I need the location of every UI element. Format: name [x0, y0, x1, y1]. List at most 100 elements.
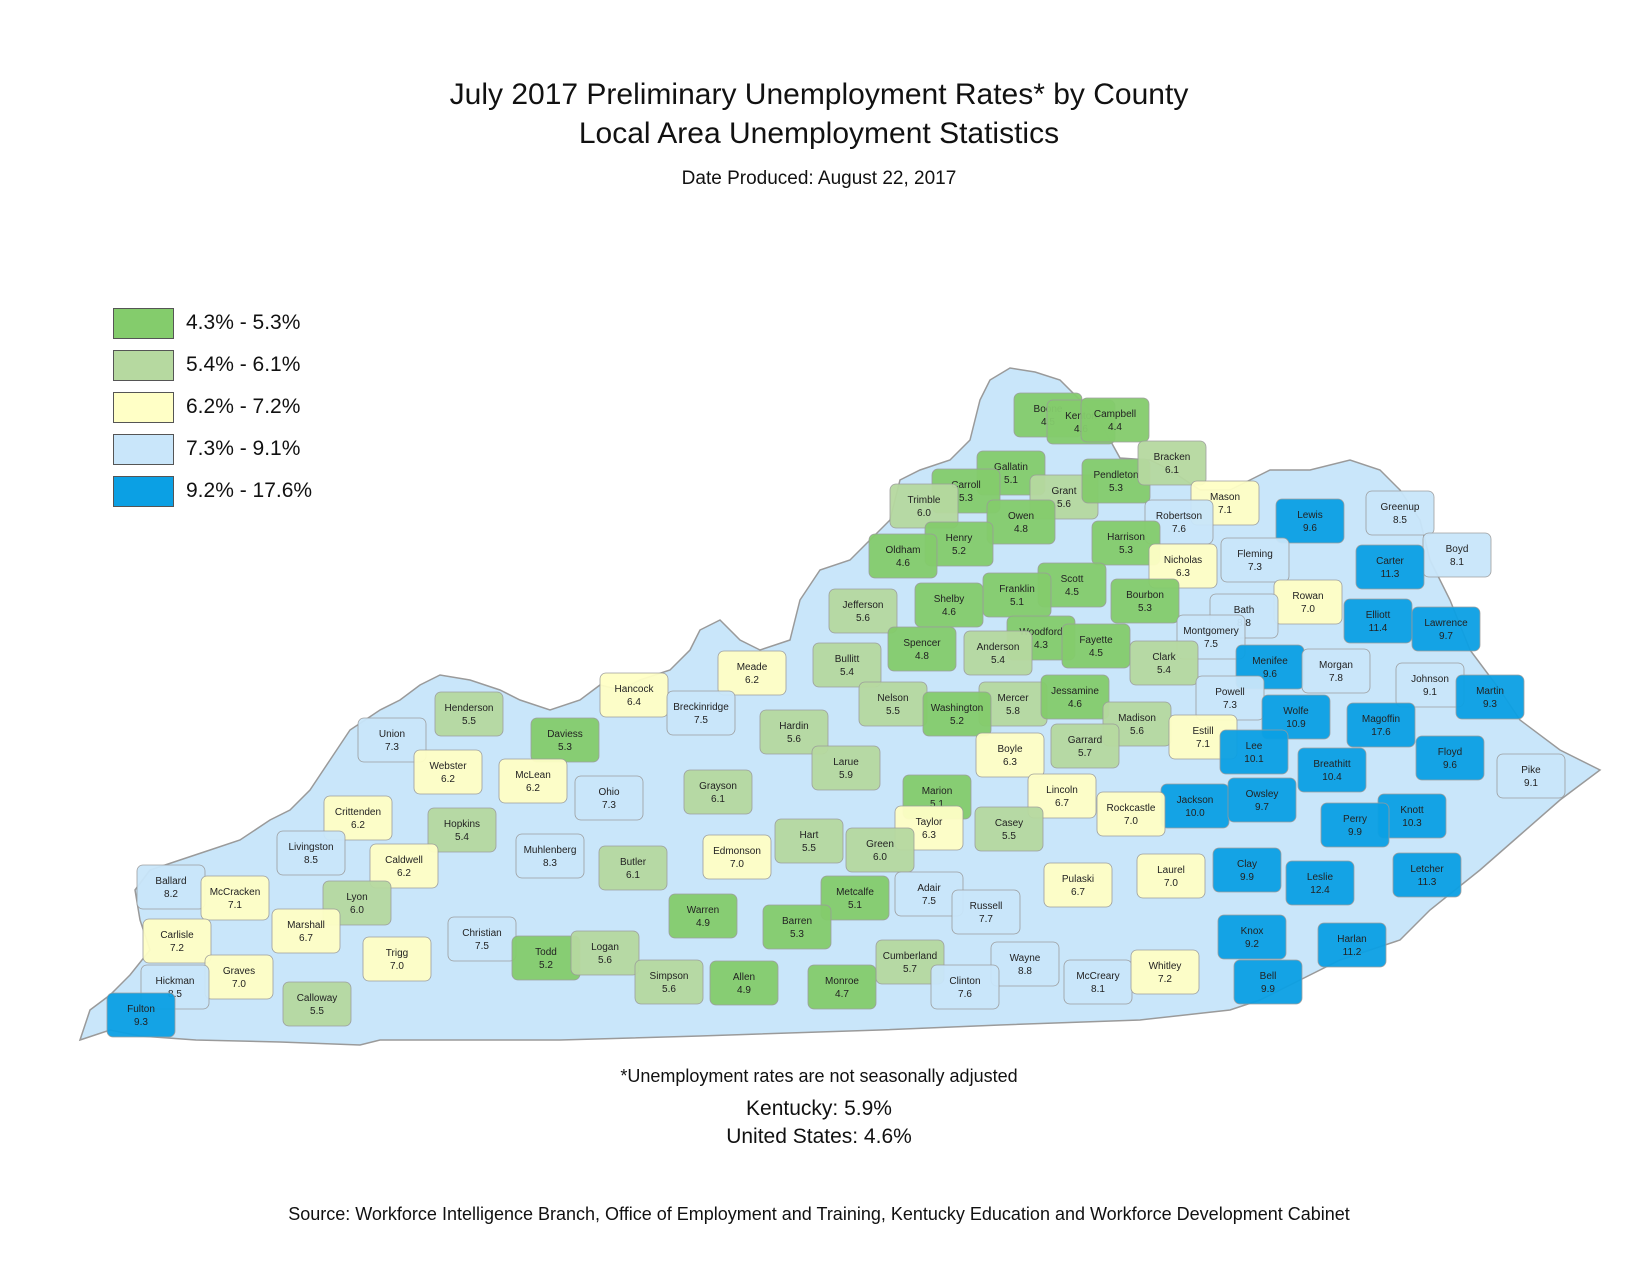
county-rate: 4.9 — [737, 985, 751, 996]
county-shape — [807, 964, 877, 1010]
county-rate: 4.9 — [696, 918, 710, 929]
county-shape — [1365, 490, 1435, 536]
county-larue: Larue 5.9 — [811, 745, 881, 791]
county-name: Daviess — [547, 729, 583, 740]
county-shape — [357, 717, 427, 763]
county-shape — [762, 904, 832, 950]
county-name: Owen — [1008, 511, 1034, 522]
county-rate: 7.0 — [1164, 878, 1178, 889]
county-rate: 7.0 — [390, 961, 404, 972]
county-name: Lewis — [1297, 510, 1323, 521]
county-name: Barren — [782, 916, 812, 927]
county-shape — [1233, 959, 1303, 1005]
county-clay: Clay 9.9 — [1212, 847, 1282, 893]
county-shape — [1137, 440, 1207, 486]
county-rate: 7.3 — [1223, 700, 1237, 711]
county-breathitt: Breathitt 10.4 — [1297, 747, 1367, 793]
county-rate: 11.3 — [1381, 569, 1400, 580]
county-rate: 5.9 — [839, 770, 853, 781]
county-name: Harlan — [1337, 934, 1366, 945]
county-name: Spencer — [903, 638, 941, 649]
county-name: Breckinridge — [673, 702, 729, 713]
county-breckinridge: Breckinridge 7.5 — [666, 690, 736, 736]
county-name: Todd — [535, 947, 557, 958]
county-name: Hickman — [156, 976, 195, 987]
county-rate: 6.3 — [922, 830, 936, 841]
county-name: Pendleton — [1093, 470, 1138, 481]
county-rate: 8.5 — [168, 989, 182, 1000]
county-name: Elliott — [1366, 610, 1391, 621]
county-rate: 6.1 — [711, 794, 725, 805]
county-russell: Russell 7.7 — [951, 889, 1021, 935]
us-rate: United States: 4.6% — [726, 1125, 912, 1148]
county-shape — [599, 672, 669, 718]
county-name: Carroll — [951, 480, 980, 491]
county-madison: Madison 5.6 — [1102, 701, 1172, 747]
legend-swatch — [113, 391, 174, 423]
county-casey: Casey 5.5 — [974, 806, 1044, 852]
county-rate: 5.4 — [840, 667, 854, 678]
county-washington: Washington 5.2 — [922, 691, 992, 737]
county-owsley: Owsley 9.7 — [1227, 777, 1297, 823]
footnote: *Unemployment rates are not seasonally a… — [620, 1066, 1018, 1086]
county-shape — [702, 834, 772, 880]
legend-label: 5.4% - 6.1% — [186, 353, 301, 376]
county-letcher: Letcher 11.3 — [1392, 852, 1462, 898]
legend-item: 6.2% - 7.2% — [113, 386, 312, 428]
county-union: Union 7.3 — [357, 717, 427, 763]
date-produced: Date Produced: August 22, 2017 — [681, 168, 957, 189]
county-jackson: Jackson 10.0 — [1160, 783, 1230, 829]
county-rate: 6.2 — [397, 868, 411, 879]
county-logan: Logan 5.6 — [570, 930, 640, 976]
county-name: McCreary — [1076, 971, 1119, 982]
county-garrard: Garrard 5.7 — [1050, 723, 1120, 769]
county-name: Woodford — [1019, 627, 1062, 638]
county-name: Whitley — [1149, 961, 1182, 972]
county-caldwell: Caldwell 6.2 — [369, 843, 439, 889]
county-shape — [914, 582, 984, 628]
county-shape — [811, 745, 881, 791]
county-name: Hart — [800, 830, 819, 841]
county-name: Carter — [1376, 556, 1404, 567]
county-shape — [1301, 648, 1371, 694]
county-rate: 6.2 — [351, 820, 365, 831]
county-rate: 5.5 — [886, 706, 900, 717]
county-rate: 5.7 — [1078, 748, 1092, 759]
county-rate: 6.1 — [1165, 465, 1179, 476]
county-name: Carlisle — [160, 930, 194, 941]
county-bracken: Bracken 6.1 — [1137, 440, 1207, 486]
county-rate: 5.1 — [930, 799, 944, 810]
county-name: Wayne — [1010, 953, 1041, 964]
county-rate: 9.1 — [1423, 687, 1437, 698]
county-name: Fayette — [1079, 635, 1113, 646]
county-rate: 4.7 — [835, 989, 849, 1000]
county-shape — [1415, 735, 1485, 781]
county-name: Knox — [1241, 926, 1264, 937]
county-name: Floyd — [1438, 747, 1462, 758]
county-rate: 10.0 — [1185, 808, 1205, 819]
county-shape — [1273, 579, 1343, 625]
county-shape — [598, 845, 668, 891]
county-rate: 8.5 — [1393, 515, 1407, 526]
county-rate: 9.7 — [1255, 802, 1269, 813]
county-whitley: Whitley 7.2 — [1130, 949, 1200, 995]
county-henry: Henry 5.2 — [924, 521, 994, 567]
county-greenup: Greenup 8.5 — [1365, 490, 1435, 536]
county-name: Livingston — [288, 842, 333, 853]
source-note: Source: Workforce Intelligence Branch, O… — [288, 1204, 1350, 1224]
county-shape — [1411, 606, 1481, 652]
county-shape — [717, 650, 787, 696]
county-graves: Graves 7.0 — [204, 954, 274, 1000]
county-name: Mercer — [997, 693, 1029, 704]
county-name: Anderson — [977, 642, 1020, 653]
county-hancock: Hancock 6.4 — [599, 672, 669, 718]
county-boyle: Boyle 6.3 — [975, 732, 1045, 778]
county-rate: 7.7 — [979, 914, 993, 925]
county-rate: 7.5 — [922, 896, 936, 907]
county-cumberland: Cumberland 5.7 — [875, 939, 945, 985]
county-name: Simpson — [650, 971, 689, 982]
county-warren: Warren 4.9 — [668, 893, 738, 939]
county-name: Butler — [620, 857, 647, 868]
county-rate: 5.4 — [455, 832, 469, 843]
county-name: Crittenden — [335, 807, 381, 818]
